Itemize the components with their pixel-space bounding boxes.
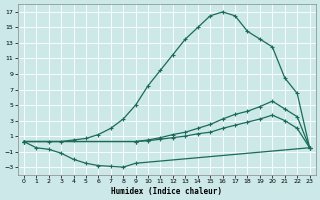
X-axis label: Humidex (Indice chaleur): Humidex (Indice chaleur) [111, 187, 222, 196]
